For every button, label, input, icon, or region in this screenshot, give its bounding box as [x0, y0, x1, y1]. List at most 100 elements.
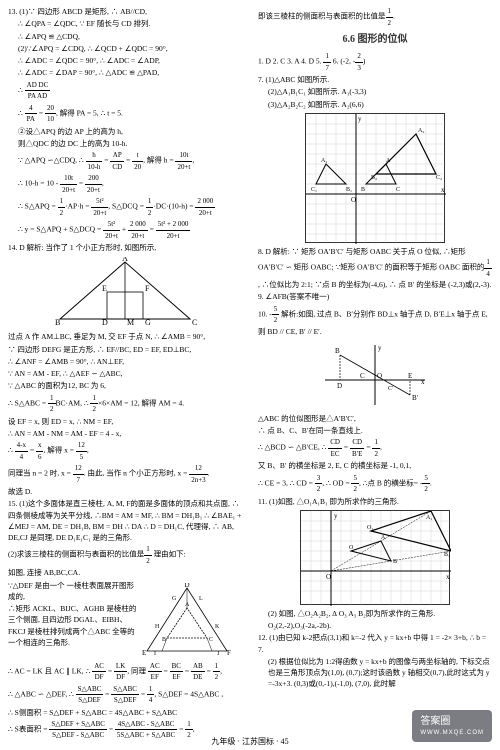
svg-text:A: A — [381, 535, 386, 541]
text-line: 如图, 连接 AB,BC,CA. — [8, 567, 242, 578]
svg-text:D: D — [102, 318, 108, 327]
text-line: ②设△APQ 的边 AP 上的高为 h, — [8, 126, 242, 137]
svg-text:y: y — [334, 512, 338, 520]
text-line: 7. (1)△ABC 如图所示. — [258, 74, 492, 85]
text-line: 1. D 2. C 3. A 4. D 5. 17 6. (-2, -23) — [258, 51, 492, 73]
svg-text:F: F — [145, 284, 150, 293]
text-line: 14. D 解析: 当作了 1 个小正方形时, 如图所示, — [8, 242, 242, 253]
text-line: ∴ AN = AM - NM = AM - EF = 4 - x, — [8, 428, 242, 439]
text-line: ∵ △APQ ∽△CDQ, ∴ h10-h = APCD = t20, 解得 h… — [8, 150, 242, 172]
svg-text:L: L — [199, 596, 203, 602]
svg-text:A₁: A₁ — [321, 158, 327, 164]
text-line: ∴ ∠ADC = ∠QDC = 90°, ∴ ∠ADC = ∠ADP, — [8, 55, 242, 66]
svg-text:A₁: A₁ — [426, 515, 432, 521]
grid-figure-2: O O A B O₁ A₁ B₁ x y — [300, 510, 450, 605]
svg-text:E: E — [142, 649, 146, 657]
svg-text:G: G — [172, 596, 177, 602]
text-line: ∵ AN = AM - EF, ∴ △AEF ∽ △ABC, — [8, 368, 242, 379]
svg-text:J: J — [217, 651, 220, 657]
text-line: (2) 如图, △O₂A₂B₂, ∆ O₃ A₃ B₂即为所求作的三角形. — [258, 608, 492, 619]
svg-text:B₁: B₁ — [346, 187, 352, 193]
right-column: 即该三棱柱的侧面积与表面积的比值是12. 6.6 图形的位似 1. D 2. C… — [250, 0, 500, 750]
section-title: 6.6 图形的位似 — [258, 32, 492, 47]
svg-text:A: A — [185, 602, 190, 608]
svg-text:O: O — [377, 372, 382, 380]
text-line: 10. -52 解析:如图, 过点 B、B′分别作 BD⊥x 轴于点 D, B′… — [258, 304, 492, 337]
svg-text:B: B — [162, 637, 166, 643]
text-line: (2)∵∠APQ = ∠CDQ, ∴ ∠QCD + ∠QDC = 90°, — [8, 43, 242, 54]
text-line: 故选 D. — [8, 486, 242, 497]
svg-text:D: D — [337, 382, 342, 390]
text-line: ∴ △BCD ∽ △B′CE, ∴ CDEC = CDB′E = 12, — [258, 437, 492, 459]
text-line: 又 B、B′ 的横坐标是 2, E, C 的横坐标是 -1, 0,1, — [258, 460, 492, 471]
svg-text:y: y — [358, 115, 362, 123]
svg-text:D: D — [184, 583, 189, 589]
svg-text:O₁: O₁ — [367, 525, 373, 531]
text-line: 设 EF = x, 则 ED = x, ∴ NM = EF, — [8, 416, 242, 427]
svg-text:G: G — [145, 318, 151, 327]
text-line: (3)△A₂B₂C₂ 如图所示. A₂(6,6) — [258, 99, 492, 110]
text-line: ∴ ∠ADC = ∠DAP = 90°, ∴ △ADC ≌ △PAD, — [8, 67, 242, 78]
text-line: ∴ ∠QPA = ∠QDC, ∵ EF 随长与 CD 排列. — [8, 18, 242, 29]
text-line: ∵ 四边形 DEFG 是正方形, ∴ EF//BC, ED = EF, ED⊥B… — [8, 344, 242, 355]
svg-text:K: K — [215, 624, 220, 630]
text-line: ∴ y = S△APQ + S△DCQ = 5t²20+t + 2 00020+… — [8, 219, 242, 241]
triangle-figure: A B C D E F G M — [45, 257, 205, 327]
text-line: ∴ △ABC ∽ △DEF, ∴ S△ABCS△DEF = S△ABCS△DEF… — [8, 684, 242, 706]
svg-text:C₁: C₁ — [311, 187, 317, 193]
svg-text:A₂: A₂ — [418, 128, 424, 134]
text-line: (2) 根据位似比为 1:2得函数 y = kx+b 的图像与两坐标轴的, 下标… — [258, 656, 492, 690]
left-column: 13. (1)∵ 四边形 ABCD 是矩形, ∴ AB//CD, ∴ ∠QPA … — [0, 0, 250, 750]
svg-text:F: F — [227, 649, 231, 657]
svg-text:C: C — [209, 637, 213, 643]
svg-text:O: O — [351, 196, 356, 204]
svg-text:B₁: B₁ — [444, 552, 450, 558]
svg-text:C: C — [360, 372, 365, 380]
text-line: 15. (1)这个多面体是直三棱柱, A, M, F的面是多面体的顶点和共点面,… — [8, 498, 242, 543]
svg-text:C′: C′ — [388, 386, 394, 392]
text-line: O₂(2,-2),O₃(-2a,-2b). — [258, 620, 492, 631]
text-line: ∴ 点 B、C、B′在同一条直线上. — [258, 425, 492, 436]
watermark: 答案圈 WWW.MXQE.COM — [412, 710, 492, 742]
text-line: △ABC 的位似图形是△A′B′C′, — [258, 413, 492, 424]
text-line: 即该三棱柱的侧面积与表面积的比值是12. — [258, 6, 492, 28]
text-line: 9. ∠AFB(答案不唯一) — [258, 291, 492, 302]
svg-text:B: B — [361, 187, 365, 193]
svg-text:x: x — [441, 186, 445, 194]
grid-figure-1: O x y A B C A₁ B₁ C₁ A₂ B₂ C₂ — [305, 113, 445, 243]
page-container: 13. (1)∵ 四边形 ABCD 是矩形, ∴ AB//CD, ∴ ∠QPA … — [0, 0, 500, 750]
svg-text:C: C — [192, 318, 197, 327]
svg-text:I: I — [154, 651, 156, 657]
text-line: (2)△A₁B₁C₁ 如图所示. A₁(-3,3) — [258, 86, 492, 97]
svg-text:B: B — [393, 559, 397, 565]
text-line: ∴ ∠ANF = ∠AMB = 90°, ∴ AN⊥EF, — [8, 356, 242, 367]
svg-text:C: C — [396, 187, 400, 193]
svg-text:A: A — [386, 158, 391, 164]
svg-text:M: M — [127, 318, 134, 327]
text-line: ∴ 10-h = 10 - 10t20+t = 20020+t, — [8, 173, 242, 195]
text-line: 11. (1)如图, △O₁A₁B₁ 即为所求作的三角形. — [258, 496, 492, 507]
watermark-sub: WWW.MXQE.COM — [420, 729, 484, 738]
svg-text:E: E — [102, 284, 107, 293]
prism-figure: D E F A B C G H I J K L — [137, 583, 237, 658]
text-line: 12. (1)由已知 k-2把点(3,1)和 k=-2 代入 y = kx+b … — [258, 632, 492, 655]
text-line: ∴ CE = 3, ∴ CD = 32, ∴ OD = 52, ∴点 B 的横坐… — [258, 473, 492, 495]
svg-text:A: A — [122, 257, 128, 263]
text-line: 则△QDC 的边 DC 上的高为 10-h. — [8, 138, 242, 149]
text-line: ∴ S△ABC = 12BC·AM, ∴ 12×6×AM = 12, 解得 AM… — [8, 393, 242, 415]
watermark-main: 答案圈 — [420, 716, 450, 727]
text-line: ∴ AC = LK 且 AC ∥ LK, ∴ ACDF = LKDF, 同理 A… — [8, 661, 242, 683]
text-line: ∴ AD DCPA AD — [8, 80, 242, 102]
text-line: ∴ 4-x4 = x6, 解得 x = 125, — [8, 440, 242, 462]
svg-text:O: O — [349, 545, 354, 551]
text-line: ∴ S△APQ = 12·AP·h = 5t²20+t, S△DCQ = 12·… — [8, 196, 242, 218]
text-line: ∴ S侧面积 = S△DEF + S△ABC = 4S△ABC + S△ABC — [8, 707, 242, 718]
svg-text:x: x — [421, 378, 425, 386]
text-line: ∴ 4PA = 2010, 解得 PA = 5, ∴ t = 5. — [8, 103, 242, 125]
svg-text:E: E — [408, 372, 412, 380]
svg-text:B₂: B₂ — [371, 175, 377, 181]
text-line: 13. (1)∵ 四边形 ABCD 是矩形, ∴ AB//CD, — [8, 6, 242, 17]
svg-text:B: B — [55, 318, 60, 327]
svg-text:y: y — [378, 344, 382, 352]
text-line: 8. D 解析: ∵ 矩形 OA′B′C′ 与矩形 OABC 关于点 O 位似,… — [258, 246, 492, 291]
